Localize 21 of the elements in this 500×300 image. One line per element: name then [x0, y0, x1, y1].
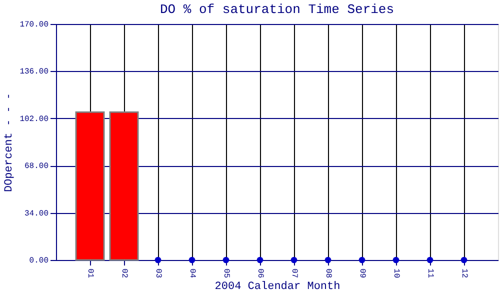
y-tick-label: 34.00 [24, 209, 49, 218]
x-tick-label: 06 [256, 268, 264, 278]
y-tick-label: 102.00 [20, 114, 49, 124]
y-tick-label: 68.00 [24, 162, 49, 172]
x-tick-label: 02 [120, 268, 128, 278]
x-axis-title: 2004 Calendar Month [214, 281, 340, 294]
y-tick-label: 136.00 [20, 68, 49, 77]
x-tick-label: 08 [324, 268, 332, 278]
x-tick-label: 11 [426, 268, 434, 278]
y-tick-label: 0.00 [29, 256, 49, 266]
x-tick-label: 01 [86, 268, 94, 278]
x-tick-label: 07 [290, 268, 298, 278]
y-tick-label: 170.00 [20, 20, 49, 30]
x-tick-label: 03 [154, 268, 162, 278]
x-tick-label: 10 [392, 268, 400, 278]
y-axis-title: DOpercent - - - [4, 92, 16, 192]
x-tick-label: 04 [188, 268, 196, 278]
x-tick-label: 09 [358, 268, 366, 278]
x-tick-label: 12 [460, 268, 468, 278]
chart-title: DO % of saturation Time Series [160, 2, 394, 17]
x-tick-label: 05 [222, 268, 230, 278]
